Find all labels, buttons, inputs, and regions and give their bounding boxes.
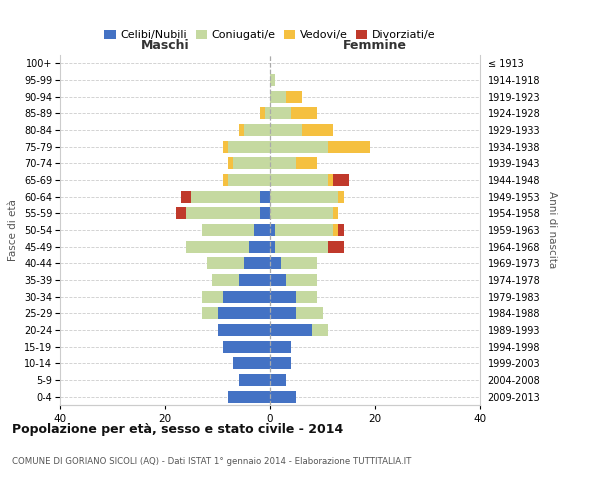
Bar bbox=[239, 124, 244, 136]
Bar bbox=[239, 274, 270, 286]
Bar bbox=[223, 174, 228, 186]
Bar bbox=[260, 208, 270, 220]
Bar bbox=[286, 90, 302, 102]
Bar bbox=[228, 174, 270, 186]
Bar bbox=[270, 258, 281, 270]
Bar bbox=[228, 140, 270, 152]
Bar bbox=[270, 240, 275, 252]
Bar bbox=[270, 324, 312, 336]
Bar bbox=[270, 140, 328, 152]
Bar bbox=[176, 208, 186, 220]
Bar bbox=[270, 290, 296, 302]
Bar bbox=[312, 324, 328, 336]
Bar bbox=[296, 308, 323, 320]
Bar bbox=[223, 290, 270, 302]
Bar bbox=[260, 108, 265, 120]
Bar bbox=[202, 308, 218, 320]
Bar bbox=[270, 158, 296, 170]
Bar bbox=[202, 290, 223, 302]
Bar bbox=[296, 290, 317, 302]
Bar bbox=[265, 108, 270, 120]
Text: Maschi: Maschi bbox=[140, 38, 190, 52]
Bar bbox=[291, 108, 317, 120]
Bar bbox=[223, 140, 228, 152]
Bar bbox=[270, 208, 333, 220]
Bar bbox=[302, 124, 333, 136]
Bar bbox=[328, 140, 370, 152]
Text: Femmine: Femmine bbox=[343, 38, 407, 52]
Bar bbox=[202, 224, 254, 236]
Bar bbox=[338, 224, 343, 236]
Bar bbox=[333, 224, 338, 236]
Y-axis label: Fasce di età: Fasce di età bbox=[8, 199, 19, 261]
Bar bbox=[270, 74, 275, 86]
Bar bbox=[181, 190, 191, 202]
Bar bbox=[338, 190, 343, 202]
Bar bbox=[270, 90, 286, 102]
Bar bbox=[333, 174, 349, 186]
Bar bbox=[270, 174, 328, 186]
Bar bbox=[191, 190, 260, 202]
Bar bbox=[270, 190, 338, 202]
Bar bbox=[286, 274, 317, 286]
Bar bbox=[228, 390, 270, 402]
Bar bbox=[328, 174, 333, 186]
Bar bbox=[328, 240, 343, 252]
Bar bbox=[233, 158, 270, 170]
Bar bbox=[186, 240, 249, 252]
Bar bbox=[244, 258, 270, 270]
Bar bbox=[275, 240, 328, 252]
Y-axis label: Anni di nascita: Anni di nascita bbox=[547, 192, 557, 268]
Bar bbox=[223, 340, 270, 352]
Bar bbox=[239, 374, 270, 386]
Bar bbox=[270, 124, 302, 136]
Bar bbox=[270, 224, 275, 236]
Bar bbox=[218, 308, 270, 320]
Bar bbox=[218, 324, 270, 336]
Bar bbox=[281, 258, 317, 270]
Bar bbox=[186, 208, 260, 220]
Legend: Celibi/Nubili, Coniugati/e, Vedovi/e, Divorziati/e: Celibi/Nubili, Coniugati/e, Vedovi/e, Di… bbox=[100, 26, 440, 45]
Bar bbox=[207, 258, 244, 270]
Bar bbox=[212, 274, 239, 286]
Bar bbox=[249, 240, 270, 252]
Bar bbox=[254, 224, 270, 236]
Bar bbox=[270, 374, 286, 386]
Bar bbox=[260, 190, 270, 202]
Bar bbox=[233, 358, 270, 370]
Bar bbox=[333, 208, 338, 220]
Bar bbox=[296, 158, 317, 170]
Bar bbox=[275, 224, 333, 236]
Bar bbox=[270, 390, 296, 402]
Bar bbox=[270, 340, 291, 352]
Bar bbox=[270, 308, 296, 320]
Bar bbox=[270, 108, 291, 120]
Bar bbox=[270, 358, 291, 370]
Text: Popolazione per età, sesso e stato civile - 2014: Popolazione per età, sesso e stato civil… bbox=[12, 422, 343, 436]
Text: COMUNE DI GORIANO SICOLI (AQ) - Dati ISTAT 1° gennaio 2014 - Elaborazione TUTTIT: COMUNE DI GORIANO SICOLI (AQ) - Dati IST… bbox=[12, 458, 412, 466]
Bar bbox=[244, 124, 270, 136]
Bar bbox=[270, 274, 286, 286]
Bar bbox=[228, 158, 233, 170]
